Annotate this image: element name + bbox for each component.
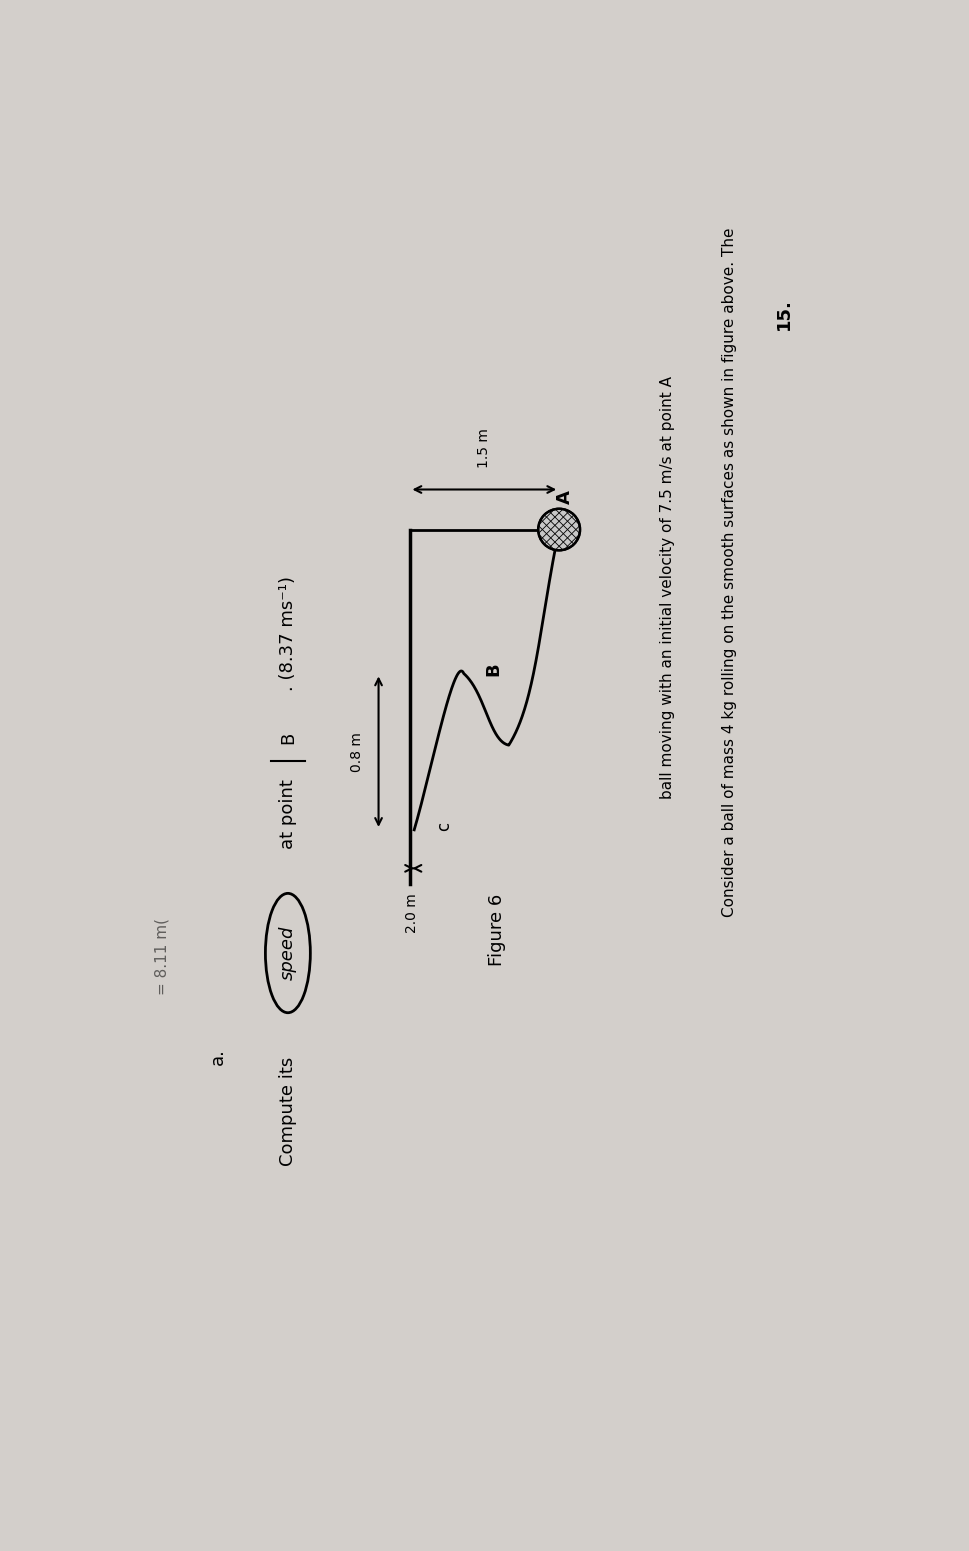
Text: Figure 6: Figure 6 <box>487 893 506 966</box>
Text: . (8.37 ms⁻¹): . (8.37 ms⁻¹) <box>279 575 297 692</box>
Text: c: c <box>434 822 453 830</box>
Text: B: B <box>279 732 297 743</box>
Circle shape <box>538 509 579 551</box>
Text: 0.8 m: 0.8 m <box>350 732 363 771</box>
Text: B: B <box>484 662 502 676</box>
Text: ball moving with an initial velocity of 7.5 m/s at point A: ball moving with an initial velocity of … <box>660 375 674 799</box>
Text: speed: speed <box>279 926 297 980</box>
Circle shape <box>752 284 814 344</box>
Text: 1.5 m: 1.5 m <box>477 428 491 468</box>
Text: 15.: 15. <box>774 298 792 330</box>
Text: a.: a. <box>209 1048 227 1066</box>
Text: 2.0 m: 2.0 m <box>404 893 419 932</box>
Text: Consider a ball of mass 4 kg rolling on the smooth surfaces as shown in figure a: Consider a ball of mass 4 kg rolling on … <box>721 226 736 917</box>
Text: Compute its: Compute its <box>279 1056 297 1165</box>
Text: A: A <box>556 490 574 504</box>
Text: at point: at point <box>279 780 297 850</box>
Text: = 8.11 m(: = 8.11 m( <box>154 918 169 996</box>
